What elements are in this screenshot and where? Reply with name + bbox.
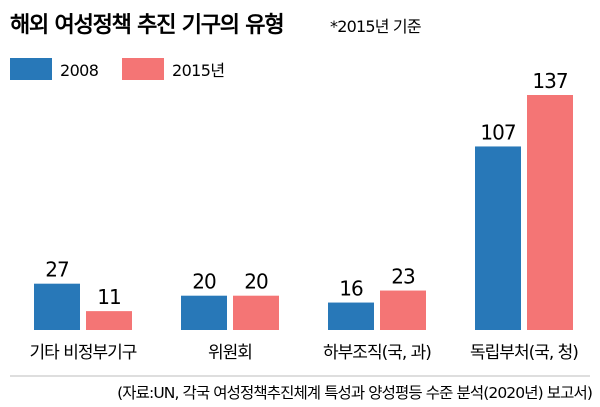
legend-swatch-2008: [10, 58, 52, 80]
source-note: (자료:UN, 각국 여성정책추진체계 특성과 양성평등 수준 분석(2020년…: [117, 384, 592, 402]
bar-2015년-1: [233, 295, 279, 330]
legend-label-2015: 2015년: [172, 61, 224, 80]
bar-2008-3: [475, 146, 521, 330]
bars-group: [34, 95, 573, 330]
category-label-1: 위원회: [208, 343, 252, 363]
legend-swatch-2015: [122, 58, 164, 80]
category-label-3: 독립부처(국, 청): [470, 343, 578, 363]
value-label-2015년-3: 137: [532, 69, 567, 93]
bar-2008-0: [34, 283, 80, 330]
value-label-2015년-0: 11: [97, 285, 120, 309]
legend: 2008 2015년: [10, 58, 225, 80]
value-label-2008-2: 16: [339, 277, 363, 301]
category-labels-group: 기타 비정부기구 위원회 하부조직(국, 과) 독립부처(국, 청): [30, 343, 580, 363]
chart-title: 해외 여성정책 추진 기구의 유형: [10, 13, 283, 38]
value-labels-group: 27 11 20 20 16 23 107 137: [45, 69, 569, 309]
bar-2008-1: [181, 295, 227, 330]
value-label-2015년-2: 23: [391, 265, 415, 289]
value-label-2008-1: 20: [192, 270, 216, 294]
value-label-2015년-1: 20: [244, 270, 268, 294]
bar-2015년-2: [380, 290, 426, 330]
value-label-2008-3: 107: [480, 120, 515, 144]
chart-note: *2015년 기준: [330, 17, 421, 36]
category-label-2: 하부조직(국, 과): [323, 343, 431, 363]
bar-2015년-3: [527, 95, 573, 330]
category-label-0: 기타 비정부기구: [30, 343, 137, 363]
legend-label-2008: 2008: [60, 61, 99, 80]
value-label-2008-0: 27: [45, 258, 69, 282]
bar-2008-2: [328, 302, 374, 330]
bar-2015년-0: [86, 311, 132, 330]
